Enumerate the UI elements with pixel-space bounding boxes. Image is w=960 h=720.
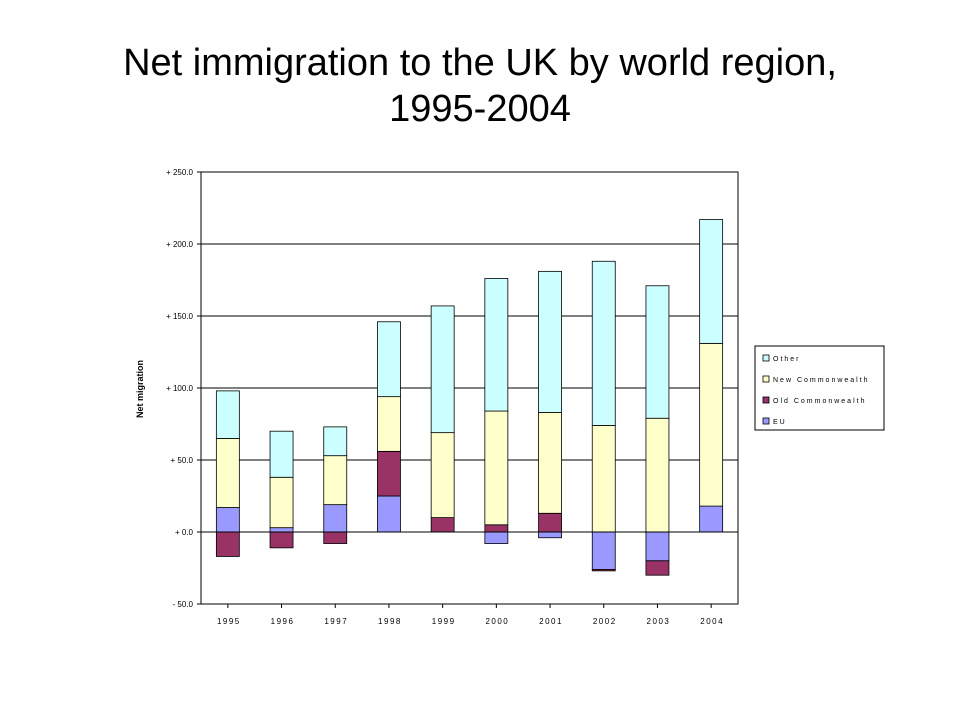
x-tick-label-2003: 2003 — [647, 617, 671, 626]
x-tick-label-2000: 2000 — [485, 617, 509, 626]
bar-new-commonwealth-1996 — [269, 476, 294, 529]
bar-other-2000 — [484, 278, 509, 412]
legend-swatch-new-commonwealth — [762, 375, 770, 383]
y-tick-label: - 50.0 — [173, 600, 194, 609]
bar-eu-2002 — [591, 531, 616, 570]
bar-new-commonwealth-1995 — [215, 437, 240, 508]
x-tick-label-2001: 2001 — [539, 617, 563, 626]
y-tick-label: + 0.0 — [175, 528, 194, 537]
legend-swatch-old-commonwealth — [762, 396, 770, 404]
bar-old-commonwealth-1999 — [430, 517, 455, 533]
bar-other-1999 — [430, 305, 455, 434]
bar-old-commonwealth-2002 — [591, 569, 616, 572]
bar-old-commonwealth-1996 — [269, 531, 294, 549]
bar-other-1997 — [323, 426, 348, 457]
y-tick-label: + 200.0 — [166, 240, 193, 249]
bar-eu-2004 — [699, 505, 724, 533]
y-tick-label: + 100.0 — [166, 384, 193, 393]
legend-label-old-commonwealth: Old Commonwealth — [773, 398, 866, 405]
bar-new-commonwealth-2000 — [484, 410, 509, 526]
y-tick-label: + 250.0 — [166, 168, 193, 177]
bar-eu-2003 — [645, 531, 670, 562]
legend-label-new-commonwealth: New Commonwealth — [773, 377, 870, 384]
bar-new-commonwealth-2002 — [591, 425, 616, 533]
bar-new-commonwealth-1997 — [323, 455, 348, 506]
bar-old-commonwealth-1998 — [377, 450, 401, 497]
y-axis-label: Net migration — [135, 360, 145, 418]
x-tick-label-1999: 1999 — [432, 617, 456, 626]
x-tick-label-2004: 2004 — [700, 617, 724, 626]
x-tick-label-2002: 2002 — [593, 617, 617, 626]
bar-new-commonwealth-1999 — [430, 432, 455, 519]
bar-new-commonwealth-2003 — [645, 417, 670, 533]
x-tick-label-1996: 1996 — [271, 617, 295, 626]
legend-label-other: Other — [773, 356, 801, 363]
y-tick-label: + 50.0 — [171, 456, 194, 465]
bar-eu-2001 — [538, 531, 562, 539]
x-tick-label-1997: 1997 — [324, 617, 348, 626]
bar-new-commonwealth-2004 — [699, 342, 724, 507]
bar-other-2004 — [699, 219, 724, 344]
bar-other-2002 — [591, 260, 616, 426]
bar-old-commonwealth-2001 — [538, 512, 562, 533]
bar-eu-1997 — [323, 504, 348, 533]
bar-other-2001 — [538, 270, 562, 413]
y-tick-label: + 150.0 — [166, 312, 193, 321]
legend-swatch-eu — [762, 417, 770, 425]
legend-label-eu: EU — [773, 419, 787, 426]
bar-new-commonwealth-2001 — [538, 412, 562, 514]
bar-old-commonwealth-2003 — [645, 560, 670, 576]
legend-swatch-other — [762, 354, 770, 362]
bar-old-commonwealth-1995 — [215, 531, 240, 557]
legend — [754, 345, 885, 431]
bar-other-1996 — [269, 430, 294, 478]
x-tick-label-1998: 1998 — [378, 617, 402, 626]
x-tick-label-1995: 1995 — [217, 617, 241, 626]
bar-eu-1995 — [215, 507, 240, 533]
bar-eu-1996 — [269, 527, 294, 533]
bar-new-commonwealth-1998 — [377, 396, 401, 452]
bar-other-1995 — [215, 390, 240, 439]
plot-frame — [200, 171, 739, 605]
title-line-2: 1995-2004 — [389, 88, 571, 130]
bar-old-commonwealth-1997 — [323, 531, 348, 544]
bar-old-commonwealth-2000 — [484, 524, 509, 533]
bar-other-2003 — [645, 285, 670, 419]
bar-eu-1998 — [377, 495, 401, 533]
title-line-1: Net immigration to the UK by world regio… — [123, 42, 837, 84]
bar-eu-2000 — [484, 531, 509, 544]
bar-other-1998 — [377, 321, 401, 398]
slide-title: Net immigration to the UK by world regio… — [0, 40, 960, 132]
